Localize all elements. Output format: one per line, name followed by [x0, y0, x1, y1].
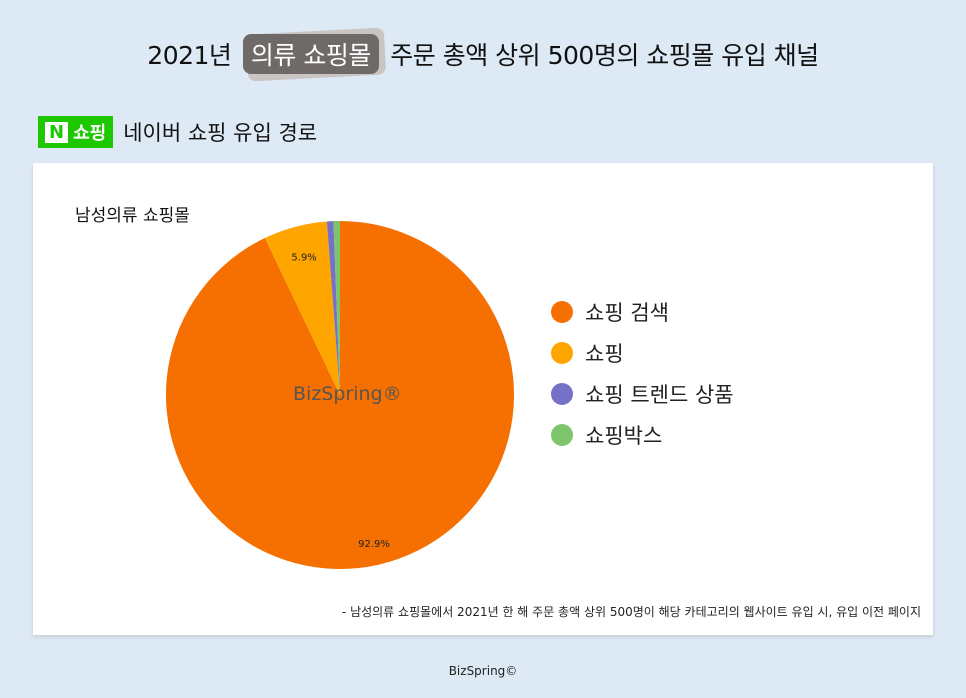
legend-label: 쇼핑 검색 — [585, 300, 669, 325]
legend-label: 쇼핑 — [585, 341, 624, 366]
legend-dot-icon — [551, 300, 573, 323]
legend-item: 쇼핑 트렌드 상품 — [551, 373, 734, 414]
data-label: 5.9% — [291, 253, 316, 264]
title-rest: 주문 총액 상위 500명의 쇼핑몰 유입 채널 — [390, 41, 819, 70]
legend-label: 쇼핑박스 — [585, 423, 663, 448]
section-title: 네이버 쇼핑 유입 경로 — [123, 121, 318, 145]
legend-label: 쇼핑 트렌드 상품 — [585, 382, 734, 407]
logo-text: 쇼핑 — [73, 123, 107, 144]
chart-card: 남성의류 쇼핑몰 92.9% 5.9% BizSpring® 쇼핑 검색 쇼핑 쇼핑 … — [33, 163, 933, 635]
legend-item: 쇼핑박스 — [551, 414, 734, 455]
naver-n-icon: N — [45, 121, 69, 143]
pie-slice-2 — [264, 221, 340, 395]
pie-chart: 92.9% 5.9% — [166, 221, 514, 569]
title-year: 2021년 — [147, 41, 232, 70]
naver-shopping-logo: N 쇼핑 — [38, 116, 114, 148]
legend-dot-icon — [551, 341, 573, 364]
data-label: 92.9% — [358, 539, 390, 550]
chart-title: 남성의류 쇼핑몰 — [75, 206, 190, 226]
legend-item: 쇼핑 — [551, 332, 734, 373]
pie-slice-3 — [326, 221, 340, 395]
footer-credit: BizSpring© — [448, 664, 518, 678]
legend-item: 쇼핑 검색 — [551, 291, 734, 332]
footnote: - 남성의류 쇼핑몰에서 2021년 한 해 주문 총액 상위 500명이 해당… — [341, 605, 921, 619]
legend-dot-icon — [551, 423, 573, 446]
legend-dot-icon — [551, 382, 573, 405]
pie-slice-4 — [333, 221, 340, 395]
section-heading: N 쇼핑 네이버 쇼핑 유입 경로 — [38, 116, 317, 148]
page-title: 2021년 의류 쇼핑몰 주문 총액 상위 500명의 쇼핑몰 유입 채널 — [0, 34, 966, 74]
watermark: BizSpring® — [293, 383, 402, 405]
title-highlight: 의류 쇼핑몰 — [242, 34, 379, 74]
